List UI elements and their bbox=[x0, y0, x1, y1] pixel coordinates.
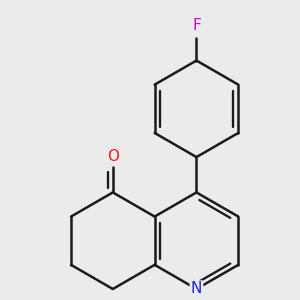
Text: F: F bbox=[192, 18, 201, 33]
Text: N: N bbox=[191, 281, 202, 296]
Text: O: O bbox=[107, 149, 119, 164]
